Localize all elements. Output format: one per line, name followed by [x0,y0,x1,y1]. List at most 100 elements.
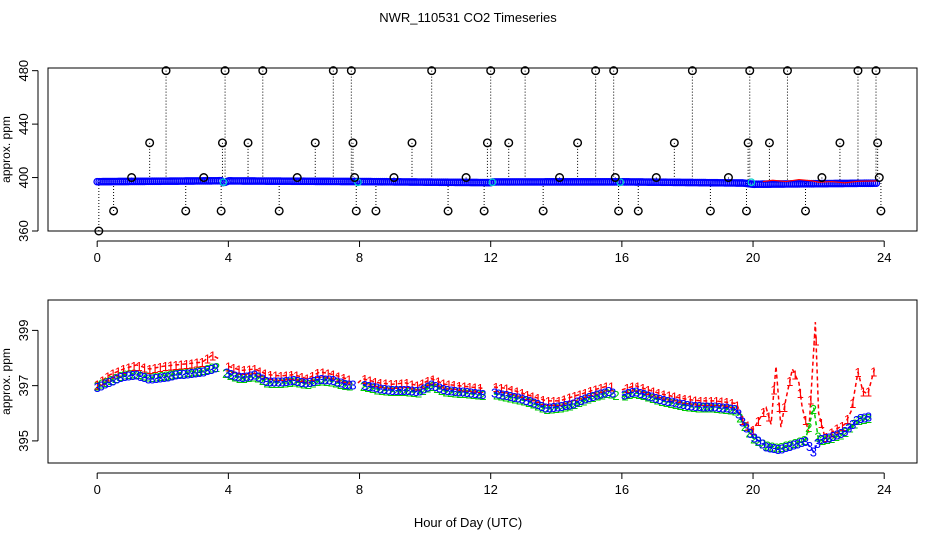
top-y-tick-label: 400 [16,167,31,189]
series-2-marker: 2 [631,386,638,401]
series-2-marker: 2 [117,369,124,384]
series-2-marker: 2 [727,403,734,418]
series-2-marker: 2 [442,384,449,399]
series-2-marker: 2 [686,400,693,415]
spike-point [801,206,811,216]
series-3-marker: 3 [334,374,341,389]
series-2-marker: 2 [663,395,670,410]
series-1-marker: 1 [225,359,232,374]
series-1-marker: 1 [372,375,379,390]
series-1-marker: 1 [582,386,589,401]
series-1-marker: 1 [335,369,342,384]
series-2-marker: 2 [810,402,817,417]
series-3-marker: 3 [585,390,592,405]
series-3-marker: 3 [499,387,506,402]
series-3-marker: 3 [692,399,699,414]
series-1-marker: 1 [802,413,809,428]
series-1-marker: 1 [377,376,384,391]
series-2-marker: 2 [328,374,335,389]
series-1-marker: 1 [592,382,599,397]
series-3-marker: 3 [546,400,553,415]
spike-point [555,173,565,183]
series-3-marker: 3 [322,372,329,387]
series-2-marker: 2 [796,434,803,449]
series-1-marker: 1 [267,368,274,383]
series-2-marker: 2 [401,384,408,399]
series-2-marker: 2 [369,381,376,396]
series-2-marker: 2 [144,370,151,385]
series-1-marker: 1 [629,379,636,394]
series-2-marker: 2 [594,389,601,404]
series-2-marker: 2 [103,375,110,390]
series-1-marker: 1 [561,392,568,407]
series-2-marker: 2 [323,374,330,389]
series-3-marker: 3 [463,385,470,400]
series-1-marker: 1 [104,370,111,385]
series-1-marker: 1 [728,396,735,411]
spike-point [782,66,792,76]
series-1-marker: 1 [854,365,861,380]
series-2-marker: 2 [649,391,656,406]
series-3-marker: 3 [857,411,864,426]
series-1-marker: 1 [650,384,657,399]
series-2-marker: 2 [346,379,353,394]
series-2-marker: 2 [475,388,482,403]
series-2-marker: 2 [438,383,445,398]
series-3-marker: 3 [526,394,533,409]
series-3-marker: 3 [700,399,707,414]
series-2-line [621,391,872,449]
series-2-marker: 2 [525,395,532,410]
series-2-marker: 2 [566,399,573,414]
series-3-marker: 3 [330,373,337,388]
series-3-marker: 3 [223,366,230,381]
series-3-marker: 3 [196,365,203,380]
series-3-marker: 3 [184,366,191,381]
series-1-marker: 1 [261,366,268,381]
series-2-marker: 2 [787,437,794,452]
series-1-marker: 1 [314,366,321,381]
series-3-marker: 3 [668,395,675,410]
series-1-marker: 1 [183,357,190,372]
spike-point [669,138,679,148]
series-1-marker: 1 [492,380,499,395]
series-1-marker: 1 [545,394,552,409]
series-3-marker: 3 [471,386,478,401]
series-3-marker: 3 [381,382,388,397]
series-2-marker: 2 [805,420,812,435]
series-2-marker: 2 [300,377,307,392]
series-1-marker: 1 [167,358,174,373]
spike-point [871,66,881,76]
series-1-marker: 1 [450,378,457,393]
series-2-marker: 2 [521,394,528,409]
series-1-marker: 1 [162,359,169,374]
series-2-marker: 2 [135,367,142,382]
bottom-x-tick-label: 8 [356,482,363,497]
series-2-marker: 2 [250,369,257,384]
series-3-marker: 3 [393,383,400,398]
series-2-marker: 2 [608,386,615,401]
series-3-marker: 3 [566,397,573,412]
series-1-marker: 1 [513,385,520,400]
series-3-marker: 3 [239,370,246,385]
top-plot-frame [47,67,918,232]
series-3-marker: 3 [149,371,156,386]
series-1-marker: 1 [125,360,132,375]
series-3-line [362,383,485,395]
series-2-marker: 2 [470,387,477,402]
series-2-marker: 2 [461,386,468,401]
series-3-marker: 3 [338,376,345,391]
series-1-marker: 1 [566,391,573,406]
series-1-marker: 1 [676,391,683,406]
series-2-marker: 2 [465,387,472,402]
series-2-marker: 2 [291,375,298,390]
series-3-marker: 3 [680,397,687,412]
gap-point [488,178,497,187]
series-2-marker: 2 [828,431,835,446]
series-3-marker: 3 [841,424,848,439]
series-1-marker: 1 [199,355,206,370]
series-1-marker: 1 [461,379,468,394]
series-2-marker: 2 [516,392,523,407]
series-2-marker: 2 [213,360,220,375]
series-3-marker: 3 [759,437,766,452]
series-1-marker: 1 [115,364,122,379]
